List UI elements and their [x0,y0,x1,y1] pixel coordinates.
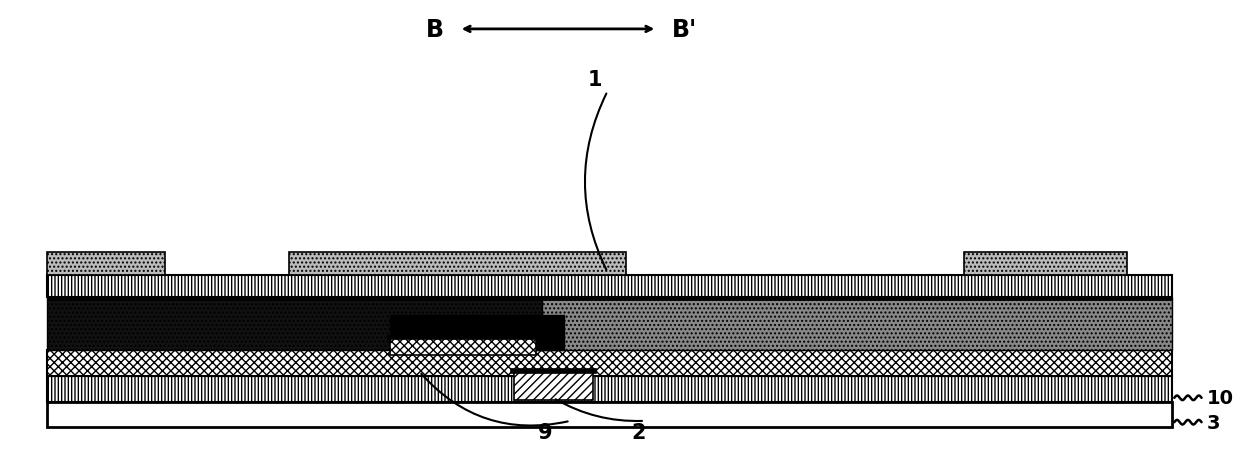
Bar [289,253,626,275]
Text: 1: 1 [588,70,603,90]
Bar [391,337,537,355]
Bar [47,297,542,350]
Bar [47,296,1172,301]
Text: 3: 3 [1207,413,1220,432]
Bar [391,315,564,350]
Bar [513,370,593,400]
Bar [47,376,1172,402]
Text: B': B' [672,18,697,42]
Text: 10: 10 [1207,388,1234,408]
Bar [47,275,1172,297]
Text: 2: 2 [631,422,646,442]
Bar [511,369,596,373]
Bar [47,253,165,275]
Bar [47,350,1172,376]
Bar [963,253,1127,275]
Bar [387,335,539,339]
Bar [542,297,1172,350]
Bar [47,402,1172,427]
Text: 9: 9 [538,422,553,442]
Text: B: B [425,18,444,42]
